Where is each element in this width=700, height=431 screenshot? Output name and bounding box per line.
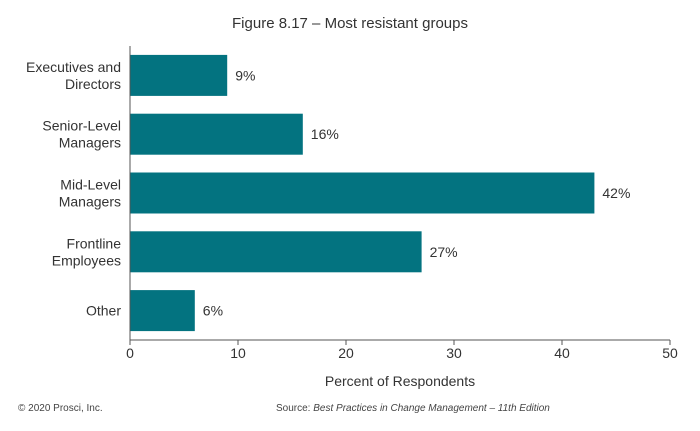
source-title: Best Practices in Change Management – 11… [313, 403, 550, 414]
category-label-2: Mid-Level Managers [59, 177, 121, 210]
x-axis: 0 10 20 30 40 50 [126, 46, 678, 361]
x-tick-label-3: 30 [446, 345, 462, 361]
bar-3 [130, 231, 422, 273]
x-tick-label-4: 40 [554, 345, 570, 361]
chart-title: Figure 8.17 – Most resistant groups [232, 15, 468, 32]
x-tick-label-5: 50 [662, 345, 678, 361]
value-label-2: 42% [602, 185, 630, 201]
bar-4 [130, 290, 195, 332]
category-label-0: Executives and Directors [26, 59, 121, 92]
source-note: Source: Best Practices in Change Managem… [276, 403, 550, 414]
bar-0 [130, 54, 228, 96]
value-label-4: 6% [203, 303, 223, 319]
value-label-3: 27% [430, 244, 458, 260]
category-label-3: Frontline Employees [52, 235, 121, 268]
bar-1 [130, 113, 303, 155]
value-label-0: 9% [235, 67, 255, 83]
bar-2 [130, 172, 595, 214]
bars-layer: 9% Executives and Directors 16% Senior-Level… [26, 54, 630, 332]
category-label-4: Other [86, 303, 121, 319]
copyright-notice: © 2020 Prosci, Inc. [18, 403, 103, 414]
category-label-1: Senior-Level Managers [42, 118, 121, 151]
x-tick-label-2: 20 [338, 345, 354, 361]
source-prefix: Source: [276, 403, 314, 414]
x-tick-label-1: 10 [230, 345, 246, 361]
x-tick-label-0: 0 [126, 345, 134, 361]
value-label-1: 16% [311, 126, 339, 142]
x-axis-title: Percent of Respondents [325, 373, 475, 389]
